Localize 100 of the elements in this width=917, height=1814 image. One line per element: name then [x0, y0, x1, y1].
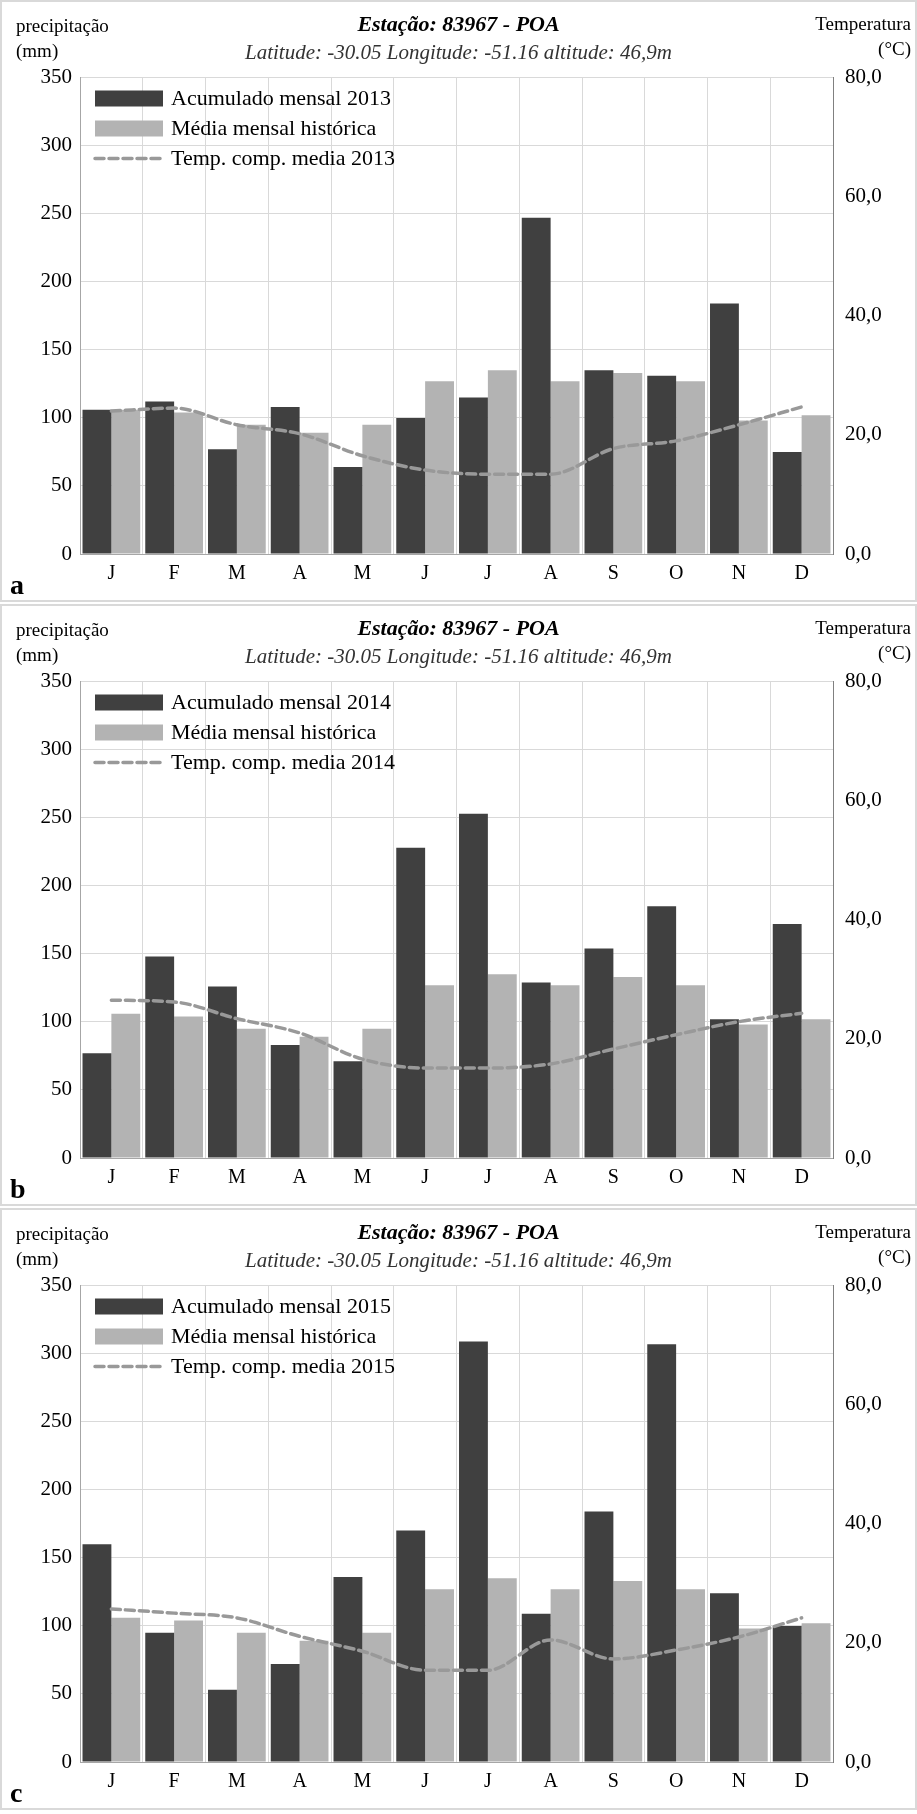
y-axis-title: precipitação (mm) — [16, 619, 109, 666]
bar — [676, 381, 705, 554]
y2-tick-label: 0,0 — [845, 540, 872, 565]
line-series — [109, 1607, 804, 1673]
bar — [396, 417, 426, 554]
bar — [270, 1045, 300, 1158]
y2-axis-title: Temperatura (°C) — [815, 1221, 912, 1268]
x-tick-label: D — [794, 1165, 809, 1188]
bar — [521, 1613, 551, 1762]
bar — [174, 1016, 203, 1158]
bar — [487, 974, 517, 1158]
y-tick-label: 300 — [40, 736, 72, 761]
y-tick-label: 0 — [61, 540, 72, 565]
y-tick-label: 50 — [51, 1680, 72, 1705]
x-tick-label: N — [731, 1769, 747, 1792]
bar — [362, 1632, 392, 1762]
chart-subtitle: Latitude: -30.05 Longitude: -51.16 altitude: 46,9m — [244, 39, 672, 64]
bar — [676, 1589, 705, 1762]
legend-label: Temp. comp. media 2013 — [171, 145, 395, 171]
y2-tick-label: 80,0 — [845, 64, 882, 89]
y-tick-label: 250 — [40, 804, 72, 829]
line-series — [109, 405, 804, 476]
x-tick-label: J — [107, 1769, 116, 1792]
line-series — [109, 998, 804, 1070]
legend-label: Acumulado mensal 2015 — [171, 1293, 391, 1319]
bar — [487, 1578, 517, 1762]
y2-tick-label: 20,0 — [845, 421, 882, 446]
y-tick-label: 0 — [61, 1144, 72, 1169]
y2-tick-label: 60,0 — [845, 787, 882, 812]
y-tick-label: 100 — [40, 1612, 72, 1637]
bar — [174, 1620, 203, 1762]
chart-title: Estação: 83967 - POA — [356, 10, 560, 36]
legend-label: Média mensal histórica — [171, 1323, 377, 1349]
y2-tick-label: 60,0 — [845, 1391, 882, 1416]
x-tick-label: N — [731, 561, 747, 584]
bar — [647, 906, 677, 1158]
x-tick-label: S — [607, 1165, 619, 1188]
bar — [772, 451, 802, 554]
bar — [710, 1593, 739, 1762]
y-tick-label: 200 — [40, 872, 72, 897]
bar — [82, 409, 112, 554]
text: a — [10, 569, 24, 600]
legend-label: Temp. comp. media 2014 — [171, 749, 395, 775]
y-tick-label: 250 — [40, 200, 72, 225]
x-tick-label: A — [543, 1165, 559, 1188]
legend-label: Temp. comp. media 2015 — [171, 1353, 395, 1379]
x-tick-label: S — [607, 1769, 619, 1792]
y-axis-title: precipitação (mm) — [16, 15, 109, 62]
y-tick-label: 50 — [51, 472, 72, 497]
x-tick-label: J — [483, 1165, 492, 1188]
x-tick-label: J — [483, 561, 492, 584]
bar — [550, 381, 580, 554]
y2-tick-label: 80,0 — [845, 668, 882, 693]
y2-tick-label: 0,0 — [845, 1144, 872, 1169]
y2-axis-title: Temperatura (°C) — [815, 617, 912, 664]
x-tick-label: J — [421, 561, 430, 584]
x-tick-label: D — [794, 1769, 809, 1792]
bar — [333, 466, 363, 554]
bar — [236, 1632, 266, 1762]
bar — [425, 381, 454, 554]
y2-tick-label: 20,0 — [845, 1025, 882, 1050]
bar — [584, 948, 614, 1158]
y-tick-label: 300 — [40, 1340, 72, 1365]
y-tick-label: 0 — [61, 1748, 72, 1773]
y2-tick-label: 80,0 — [845, 1272, 882, 1297]
bar — [521, 217, 551, 554]
bar — [459, 397, 488, 554]
bar — [208, 986, 237, 1158]
bar — [647, 375, 677, 554]
legend-label: Acumulado mensal 2014 — [171, 689, 391, 715]
bar — [145, 401, 175, 554]
y-tick-label: 150 — [40, 1544, 72, 1569]
bar — [82, 1544, 112, 1762]
y-tick-label: 50 — [51, 1076, 72, 1101]
legend-label: Média mensal histórica — [171, 719, 377, 745]
bar — [772, 1625, 802, 1762]
legend-label: Acumulado mensal 2013 — [171, 85, 391, 111]
bar — [111, 1013, 141, 1158]
bar — [710, 303, 739, 554]
y2-tick-label: 0,0 — [845, 1748, 872, 1773]
bar — [299, 1036, 329, 1158]
y-tick-label: 200 — [40, 268, 72, 293]
x-tick-label: J — [483, 1769, 492, 1792]
x-tick-label: M — [227, 1769, 246, 1792]
bar — [487, 370, 517, 554]
bar — [208, 449, 237, 554]
x-tick-label: M — [227, 561, 246, 584]
bar — [801, 415, 831, 554]
bar — [396, 1530, 426, 1762]
bar — [676, 985, 705, 1158]
y2-tick-label: 40,0 — [845, 906, 882, 931]
bar — [550, 985, 580, 1158]
chart-title: Estação: 83967 - POA — [356, 1218, 560, 1244]
bar — [82, 1053, 112, 1158]
y-axis-title: precipitação (mm) — [16, 1223, 109, 1270]
bar — [270, 407, 300, 554]
y-tick-label: 100 — [40, 1008, 72, 1033]
y2-tick-label: 20,0 — [845, 1629, 882, 1654]
bar — [772, 923, 802, 1158]
bar — [425, 1589, 454, 1762]
